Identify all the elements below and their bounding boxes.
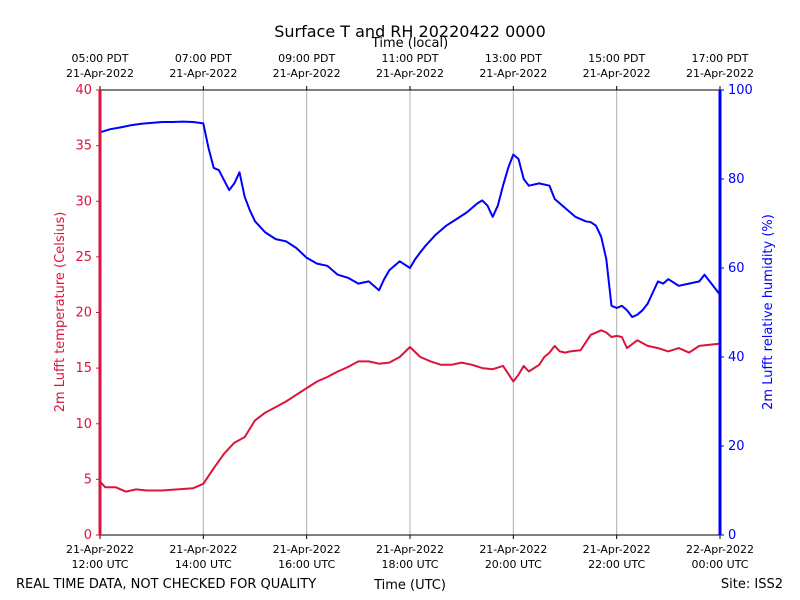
top-tick-label-time: 11:00 PDT: [381, 52, 438, 65]
top-tick-label-date: 21-Apr-2022: [376, 67, 444, 80]
x-tick-label-time: 12:00 UTC: [71, 558, 128, 571]
x-tick-label-date: 21-Apr-2022: [169, 543, 237, 556]
y-right-tick-label: 60: [728, 261, 745, 276]
x-tick-label-time: 00:00 UTC: [691, 558, 748, 571]
top-tick-label-time: 17:00 PDT: [691, 52, 748, 65]
y-right-tick-label: 80: [728, 172, 745, 187]
y-right-tick-label: 0: [728, 528, 736, 543]
top-tick-label-date: 21-Apr-2022: [66, 67, 134, 80]
x-tick-label-date: 21-Apr-2022: [479, 543, 547, 556]
x-tick-label-date: 21-Apr-2022: [66, 543, 134, 556]
y-left-tick-label: 0: [84, 528, 92, 543]
plot-series: [99, 120, 721, 493]
top-tick-label-time: 07:00 PDT: [175, 52, 232, 65]
x-tick-label-date: 21-Apr-2022: [273, 543, 341, 556]
top-tick-label-date: 21-Apr-2022: [479, 67, 547, 80]
x-axis-label: Time (UTC): [373, 578, 446, 593]
x-tick-label-time: 20:00 UTC: [485, 558, 542, 571]
top-tick-label-date: 21-Apr-2022: [169, 67, 237, 80]
grid-lines: [202, 90, 618, 535]
top-axis-label: Time (local): [371, 36, 448, 51]
y-left-tick-label: 20: [75, 306, 92, 321]
top-tick-label-date: 21-Apr-2022: [686, 67, 754, 80]
y-right-tick-label: 100: [728, 83, 753, 98]
y-left-tick-label: 30: [75, 194, 92, 209]
top-tick-label-date: 21-Apr-2022: [273, 67, 341, 80]
chart-title: Surface T and RH 20220422 0000: [274, 22, 546, 41]
top-tick-label-time: 05:00 PDT: [71, 52, 128, 65]
y-axis-right-label: 2m Lufft relative humidity (%): [761, 214, 776, 410]
site-label: Site: ISS2: [721, 577, 783, 592]
humidity-line: [99, 120, 721, 318]
x-tick-label-date: 21-Apr-2022: [376, 543, 444, 556]
x-tick-label-time: 16:00 UTC: [278, 558, 335, 571]
temperature-line: [99, 329, 721, 493]
x-tick-label-date: 22-Apr-2022: [686, 543, 754, 556]
y-right-tick-label: 40: [728, 350, 745, 365]
x-tick-label-time: 18:00 UTC: [381, 558, 438, 571]
top-tick-label-time: 15:00 PDT: [588, 52, 645, 65]
x-tick-label-date: 21-Apr-2022: [583, 543, 651, 556]
top-tick-label-time: 09:00 PDT: [278, 52, 335, 65]
quality-note: REAL TIME DATA, NOT CHECKED FOR QUALITY: [16, 577, 316, 592]
y-left-tick-label: 25: [75, 250, 92, 265]
top-tick-label-date: 21-Apr-2022: [583, 67, 651, 80]
top-tick-label-time: 13:00 PDT: [485, 52, 542, 65]
y-left-tick-label: 5: [84, 472, 92, 487]
x-tick-label-time: 22:00 UTC: [588, 558, 645, 571]
y-left-tick-label: 35: [75, 139, 92, 154]
y-left-tick-label: 40: [75, 83, 92, 98]
y-right-tick-label: 20: [728, 439, 745, 454]
y-axis-left-label: 2m Lufft temperature (Celsius): [53, 212, 68, 413]
y-left-tick-label: 15: [75, 361, 92, 376]
y-left-tick-label: 10: [75, 417, 92, 432]
axes: 21-Apr-2022 12:00 UTC 21-Apr-2022 14:00 UTC…: [66, 52, 754, 571]
x-tick-label-time: 14:00 UTC: [175, 558, 232, 571]
